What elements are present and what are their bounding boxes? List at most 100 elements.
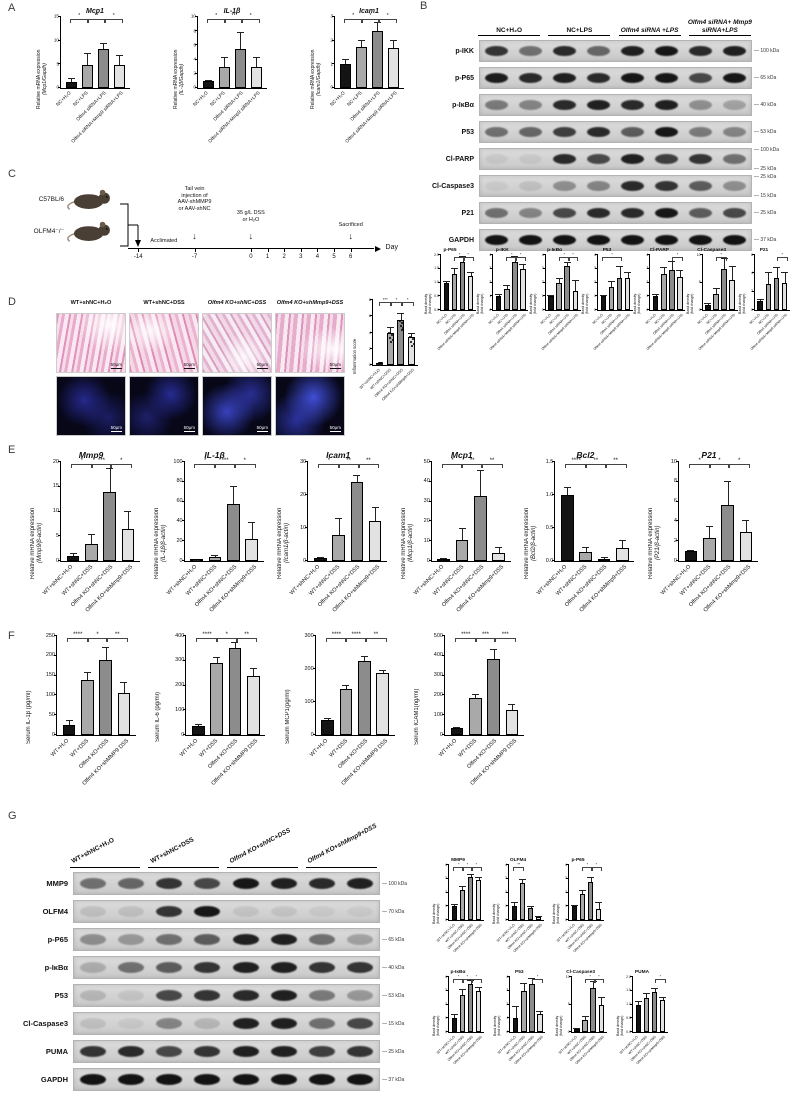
protein-band — [232, 1046, 259, 1057]
bar-slot — [616, 462, 629, 561]
significance-label: * — [698, 458, 701, 464]
histology-image: 50μm — [56, 313, 126, 373]
bar-slot — [595, 865, 603, 920]
bar — [357, 660, 371, 735]
protein-band — [346, 906, 373, 917]
significance-label: * — [475, 974, 477, 979]
error-bar — [252, 56, 260, 67]
bar — [660, 274, 667, 310]
y-tick-mark — [446, 891, 449, 893]
scale-bar-label: 50μm — [110, 425, 122, 432]
bar — [535, 917, 542, 920]
scale-bar-label: 50μm — [256, 362, 268, 369]
timeline-annotation: Tail vein injection of AAV-shMMP9 or AAV-sh… — [177, 186, 212, 212]
bar-slot — [756, 255, 764, 310]
protein-band — [346, 1046, 373, 1057]
bar-slot — [634, 977, 642, 1032]
errline — [493, 648, 495, 659]
y-tick-mark — [751, 290, 755, 292]
protein-band — [80, 962, 107, 973]
blot-group-label: WT+shNC+DSS — [149, 835, 195, 865]
protein-band — [156, 934, 183, 945]
y-tick-mark — [568, 976, 572, 977]
kda-marker-label: — 53 kDa — [754, 129, 777, 135]
errline — [462, 528, 464, 541]
chart-title: IL-1β — [204, 450, 225, 460]
bar — [437, 559, 451, 561]
errcap — [120, 682, 128, 684]
significance-bracket: *** — [474, 632, 497, 642]
errline — [498, 547, 500, 554]
error-bar — [659, 997, 667, 1001]
y-tick-label: 80 — [176, 478, 183, 485]
y-axis-label: Band density (fold change) — [492, 903, 501, 925]
bar — [210, 663, 223, 735]
error-bar — [600, 557, 608, 560]
protein-band — [553, 45, 577, 57]
protein-band — [519, 45, 543, 57]
errcap — [450, 904, 458, 906]
y-tick-label: 50 — [423, 458, 430, 465]
errcap — [450, 1014, 458, 1016]
x-axis-labels: WT+shNC+H₂O WT+shNC+DSS Olfm4 KO+shNC+DSS O… — [289, 562, 387, 624]
errline — [233, 485, 235, 504]
protein-band — [270, 878, 297, 889]
bar-slot — [467, 977, 475, 1032]
error-bar — [102, 647, 110, 660]
panel-e-label: E — [8, 444, 16, 456]
error-bar — [676, 270, 684, 277]
significance-bracket: ** — [513, 863, 525, 871]
error-bar — [573, 1028, 581, 1030]
protein-band — [553, 72, 577, 84]
data-point — [388, 331, 391, 334]
bar-slot — [450, 865, 458, 920]
protein-band — [232, 878, 259, 889]
protein-band — [722, 45, 746, 57]
y-axis-label: Band density (fold change) — [528, 293, 537, 315]
significance-bracket: * — [318, 458, 340, 468]
y-tick-mark — [446, 1017, 449, 1019]
bars — [572, 977, 607, 1032]
kda-markers: — 53 kDa — [752, 122, 788, 142]
plot-area: 0 1 2 3 * * * — [330, 13, 404, 89]
bar-slot — [121, 462, 135, 561]
bar-slot — [721, 462, 734, 561]
error-bar — [453, 726, 461, 729]
errcap — [555, 278, 563, 280]
bars — [449, 977, 484, 1032]
y-tick-mark — [647, 254, 651, 255]
bar-slot — [563, 255, 571, 310]
errcap — [687, 549, 695, 551]
y-tick-mark — [490, 309, 494, 310]
errcap — [67, 78, 75, 80]
y-tick-label: 10 — [190, 13, 196, 19]
bars — [185, 462, 264, 561]
bar — [234, 48, 246, 88]
cbody: Serum IL-1β (pg/ml)050100150200250******… — [26, 632, 148, 798]
bar-slot — [651, 977, 659, 1032]
chart-title: Icam1 — [326, 450, 351, 460]
significance-label: * — [386, 13, 389, 19]
error-bar — [527, 905, 535, 908]
cbody: Band density(fold change)01234**NC+H₂ONC… — [476, 253, 529, 353]
cbody: Band density (fold change) 0.0 0.5 1.0 1.5 2.0… — [616, 975, 668, 1075]
significance-bracket: * — [462, 975, 473, 983]
error-bar — [87, 533, 95, 544]
bar — [368, 521, 382, 561]
y-tick-mark — [305, 461, 309, 462]
y-axis-label: Band density (fold change) — [476, 293, 485, 315]
y-tick-mark — [675, 500, 679, 502]
errcap — [220, 56, 228, 58]
errcap — [616, 266, 624, 267]
x-axis-labels: NC+H₂O NC+LPS Olfm4 siRNA+LPS Olfm4 siRNA+M… — [487, 311, 528, 353]
bars — [335, 17, 404, 88]
bar-slot — [245, 462, 258, 561]
blot-protein-label: P53 — [461, 128, 474, 136]
bar — [587, 881, 594, 920]
y-tick-label: 10 — [300, 524, 307, 531]
protein-band — [232, 1074, 259, 1085]
error-bar — [379, 670, 387, 673]
y-axis-label: Relative mRNA expression (Mcp1/β-actin) — [400, 507, 414, 579]
